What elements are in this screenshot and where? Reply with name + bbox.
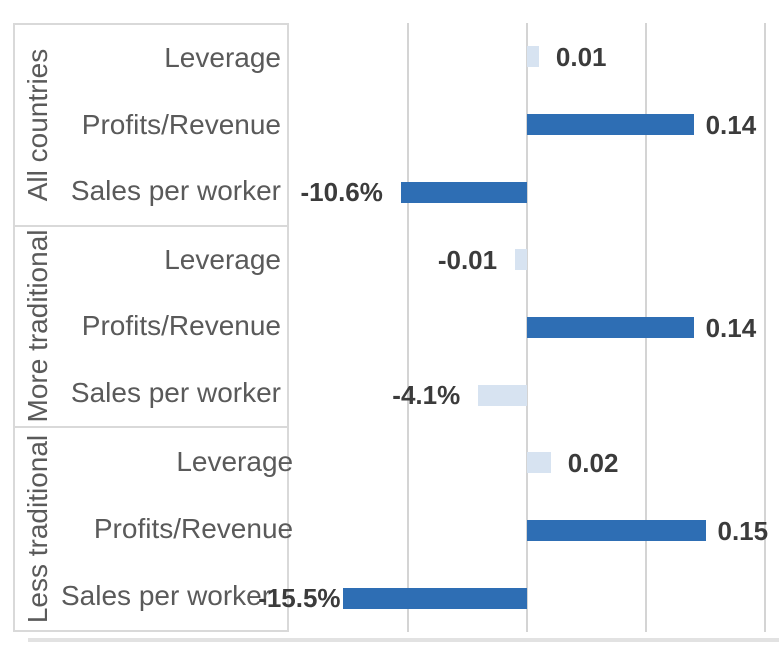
bar-leverage [515,249,527,271]
bar-sales-per-worker [342,587,527,609]
group-label-text: Less traditional [22,434,53,624]
gridline [764,23,766,632]
bar-sales-per-worker [400,181,527,203]
category-list: Leverage Profits/Revenue Sales per worker [61,428,299,630]
bar-value-label: -10.6% [300,177,383,208]
gridline [407,23,409,632]
bottom-axis-line [28,638,779,642]
category-label: Profits/Revenue [93,513,294,545]
category-label: Sales per worker [70,175,281,207]
bar-value-label: 0.15 [717,515,769,546]
bar-value-label: 0.02 [567,447,619,478]
group-label: Less traditional [15,428,61,630]
category-panel: All countries Leverage Profits/Revenue Sale… [13,23,293,632]
group-label: All countries [15,25,61,225]
category-label: Leverage [176,445,294,477]
group-label: More traditional [15,227,61,427]
group-label-text: More traditional [22,229,53,423]
group-section: Less traditional Leverage Profits/Revenue S… [15,428,293,630]
bar-value-label: 0.14 [705,109,757,140]
category-label: Profits/Revenue [81,310,281,342]
bar-profits-revenue [527,114,694,135]
group-section: All countries Leverage Profits/Revenue Sale… [15,25,287,227]
bar-value-label: -4.1% [392,380,461,411]
group-label-text: All countries [22,48,53,202]
bar-value-label: 0.14 [705,312,757,343]
category-list: Leverage Profits/Revenue Sales per worker [61,227,287,427]
bar-leverage [527,46,539,68]
bar-value-label: 0.01 [555,41,607,72]
bar-profits-revenue [527,520,706,541]
category-label: Sales per worker [61,580,272,612]
category-label: Leverage [164,42,281,74]
bar-profits-revenue [527,317,694,338]
category-label: Leverage [164,243,281,275]
group-section: More traditional Leverage Profits/Revenue S… [15,227,287,429]
category-label: Profits/Revenue [81,108,281,140]
bar-leverage [527,452,551,474]
bar-value-label: -15.5% [258,583,341,614]
bar-sales-per-worker [478,384,527,406]
bar-value-label: -0.01 [437,244,498,275]
category-list: Leverage Profits/Revenue Sales per worker [61,25,287,225]
category-label: Sales per worker [70,377,281,409]
